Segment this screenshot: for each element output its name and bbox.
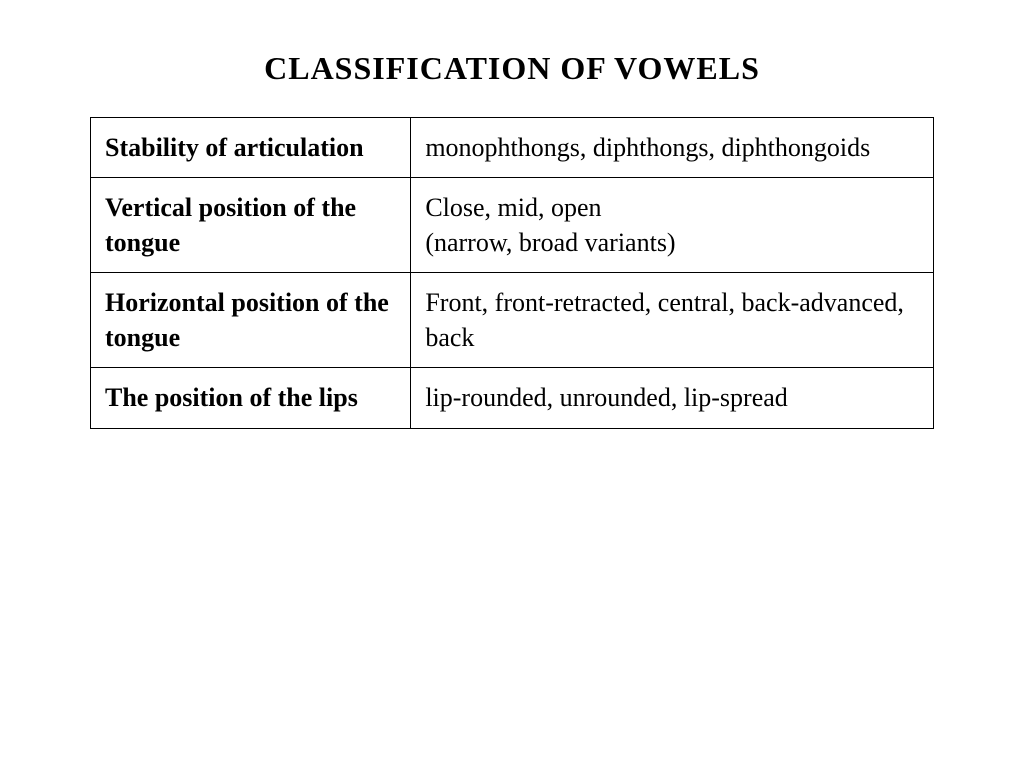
criterion-label: Stability of articulation — [91, 118, 411, 178]
criterion-label: Horizontal position of the tongue — [91, 273, 411, 368]
table-row: Vertical position of the tongue Close, m… — [91, 178, 934, 273]
criterion-value: Front, front-retracted, central, back-ad… — [411, 273, 934, 368]
classification-table: Stability of articulation monophthongs, … — [90, 117, 934, 429]
criterion-value: monophthongs, diphthongs, diphthongoids — [411, 118, 934, 178]
page-title: CLASSIFICATION OF VOWELS — [90, 50, 934, 87]
table-row: Horizontal position of the tongue Front,… — [91, 273, 934, 368]
criterion-value: Close, mid, open(narrow, broad variants) — [411, 178, 934, 273]
criterion-label: The position of the lips — [91, 368, 411, 428]
criterion-value: lip-rounded, unrounded, lip-spread — [411, 368, 934, 428]
criterion-label: Vertical position of the tongue — [91, 178, 411, 273]
table-row: Stability of articulation monophthongs, … — [91, 118, 934, 178]
table-row: The position of the lips lip-rounded, un… — [91, 368, 934, 428]
